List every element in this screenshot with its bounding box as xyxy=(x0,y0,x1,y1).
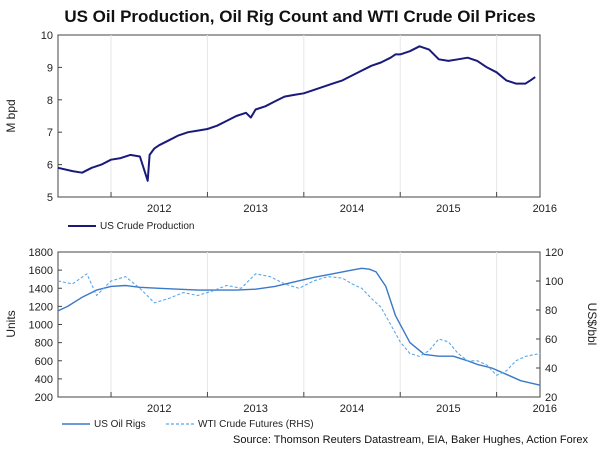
price-right-y-ticks: 120 100 80 60 40 20 xyxy=(536,247,563,404)
production-x-tick-label-2014: 2014 xyxy=(340,203,364,215)
rigs-price-chart: 1800 1600 1400 1200 1000 800 600 400 200 120 100 8… xyxy=(4,247,599,430)
rigs-price-legend: US Oil Rigs WTI Crude Futures (RHS) xyxy=(62,419,314,430)
production-legend: US Crude Production xyxy=(68,221,195,232)
production-y-tick-label-8: 8 xyxy=(47,95,53,107)
rigs-y-tick-label-1600: 1600 xyxy=(29,265,53,277)
production-y-tick-label-9: 9 xyxy=(47,62,53,74)
rigs-x-tick-label-2015: 2015 xyxy=(436,403,460,415)
rigs-y-tick-label-800: 800 xyxy=(35,338,53,350)
rigs-year-gridlines xyxy=(110,252,498,397)
legend-label-us-crude-production: US Crude Production xyxy=(100,221,195,232)
price-y-axis-label: US$/bbl xyxy=(585,303,599,346)
production-plot-area xyxy=(57,34,541,198)
rigs-x-tick-label-2013: 2013 xyxy=(243,403,267,415)
production-y-tick-label-10: 10 xyxy=(41,30,53,42)
price-y-tick-label-120: 120 xyxy=(545,247,563,259)
production-chart: 10 9 8 7 6 5 2012 2013 2014 2015 2016 M bpd US Cr… xyxy=(4,30,557,232)
rigs-plot-area xyxy=(57,251,541,398)
rigs-left-y-ticks: 1800 1600 1400 1200 1000 800 600 400 200 xyxy=(29,247,62,404)
rigs-y-axis-label: Units xyxy=(4,310,18,337)
rigs-price-series xyxy=(57,267,541,386)
source-note: Source: Thomson Reuters Datastream, EIA,… xyxy=(233,434,589,446)
production-y-ticks: 10 9 8 7 6 5 xyxy=(41,30,62,204)
rigs-x-ticks: 2012 2013 2014 2015 2016 xyxy=(147,403,557,415)
price-y-tick-label-100: 100 xyxy=(545,276,563,288)
production-series xyxy=(57,45,536,182)
price-y-tick-label-40: 40 xyxy=(545,363,557,375)
rigs-y-tick-label-200: 200 xyxy=(35,392,53,404)
production-y-tick-label-5: 5 xyxy=(47,192,53,204)
rigs-y-tick-label-600: 600 xyxy=(35,356,53,368)
rigs-x-tick-label-2014: 2014 xyxy=(340,403,364,415)
production-year-gridlines xyxy=(110,35,498,197)
rigs-x-tick-label-2012: 2012 xyxy=(147,403,171,415)
rigs-y-tick-label-1200: 1200 xyxy=(29,301,53,313)
price-y-tick-label-20: 20 xyxy=(545,392,557,404)
production-y-tick-label-6: 6 xyxy=(47,160,53,172)
production-y-tick-label-7: 7 xyxy=(47,127,53,139)
production-x-tick-label-2016: 2016 xyxy=(533,203,557,215)
rigs-x-tick-label-2016: 2016 xyxy=(533,403,557,415)
production-x-tick-label-2013: 2013 xyxy=(243,203,267,215)
series-line-us-crude-production xyxy=(57,45,536,182)
production-x-tick-label-2015: 2015 xyxy=(436,203,460,215)
production-y-axis-label: M bpd xyxy=(4,99,18,132)
rigs-y-tick-label-1400: 1400 xyxy=(29,283,53,295)
production-x-tick-label-2012: 2012 xyxy=(147,203,171,215)
series-line-us-oil-rigs xyxy=(57,267,541,386)
chart-title: US Oil Production, Oil Rig Count and WTI… xyxy=(64,7,535,26)
rigs-y-tick-label-400: 400 xyxy=(35,374,53,386)
rigs-y-tick-label-1000: 1000 xyxy=(29,320,53,332)
legend-label-wti-crude-futures: WTI Crude Futures (RHS) xyxy=(198,419,314,430)
production-x-ticks: 2012 2013 2014 2015 2016 xyxy=(147,203,557,215)
legend-label-us-oil-rigs: US Oil Rigs xyxy=(94,419,146,430)
price-y-tick-label-60: 60 xyxy=(545,334,557,346)
price-y-tick-label-80: 80 xyxy=(545,305,557,317)
rigs-y-tick-label-1800: 1800 xyxy=(29,247,53,259)
